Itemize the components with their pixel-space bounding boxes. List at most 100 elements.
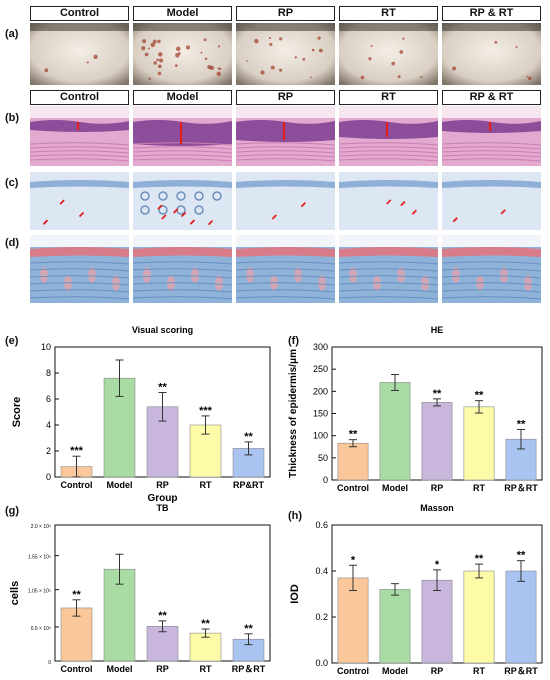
chart-title-h: Masson — [420, 503, 454, 513]
he-histology-rprt — [442, 106, 541, 166]
chart-visual-scoring: Visual scoring 0 2 4 6 8 10 *** Control Model ** RP… — [0, 325, 280, 505]
x-tick-label-e-2: RP — [156, 480, 169, 490]
tb-histology-rp — [236, 172, 335, 230]
tb-histology-rprt — [442, 172, 541, 230]
y-tick-label-g: 1.55 × 10⁵ — [28, 555, 51, 561]
panel-label-a: (a) — [5, 28, 19, 40]
y-tick-label-g: 2.0 × 10⁵ — [31, 524, 51, 530]
chart-title-f: HE — [431, 325, 444, 335]
significance-f-0: ** — [349, 429, 358, 441]
significance-f-4: ** — [517, 418, 526, 430]
x-tick-label-h-1: Model — [382, 666, 408, 676]
masson-histology-rt — [339, 235, 438, 303]
he-histology-control — [30, 106, 129, 166]
header-control-top: Control — [30, 6, 129, 21]
y-tick-label-f: 250 — [313, 364, 328, 374]
he-histology-rt — [339, 106, 438, 166]
he-histology-model — [133, 106, 232, 166]
x-tick-label-h-4: RP＆RT — [504, 666, 538, 676]
significance-g-4: ** — [244, 623, 253, 635]
y-tick-label-f: 50 — [318, 453, 328, 463]
bar-h-2 — [421, 579, 453, 664]
significance-h-4: ** — [517, 550, 526, 562]
x-tick-label-f-1: Model — [382, 483, 408, 493]
x-tick-label-g-2: RP — [156, 664, 169, 674]
chart-title-e: Visual scoring — [132, 325, 193, 335]
significance-e-0: *** — [70, 445, 84, 457]
significance-e-2: ** — [158, 382, 167, 394]
y-tick-label-g: 1.05 × 10⁵ — [28, 589, 51, 595]
panel-label-b: (b) — [5, 112, 20, 124]
significance-h-3: ** — [475, 553, 484, 565]
masson-histology-model — [133, 235, 232, 303]
header-control-mid: Control — [30, 90, 129, 105]
x-tick-label-e-1: Model — [107, 480, 133, 490]
y-tick-label-h: 0.2 — [315, 612, 328, 622]
x-tick-label-h-0: Control — [337, 666, 369, 676]
x-tick-label-f-3: RT — [473, 483, 485, 493]
header-rprt-top: RP & RT — [442, 6, 541, 21]
bar-f-3 — [463, 406, 495, 481]
x-tick-label-g-0: Control — [61, 664, 93, 674]
x-axis-label-e: Group — [148, 493, 178, 504]
y-axis-label-f: Thickness of epidermis/μm — [288, 349, 299, 478]
bar-g-3 — [189, 632, 222, 662]
header-model-mid: Model — [133, 90, 232, 105]
x-tick-label-f-2: RP — [431, 483, 444, 493]
y-tick-label-f: 0 — [323, 475, 328, 485]
y-tick-label-e: 0 — [46, 472, 51, 482]
x-tick-label-f-0: Control — [337, 483, 369, 493]
x-tick-label-e-4: RP&RT — [233, 480, 265, 490]
x-tick-label-g-1: Model — [107, 664, 133, 674]
panel-label-d: (d) — [5, 237, 20, 249]
he-histology-rp — [236, 106, 335, 166]
y-axis-label-h: IOD — [289, 584, 301, 604]
significance-e-4: ** — [244, 431, 253, 443]
header-rt-top: RT — [339, 6, 438, 21]
chart-title-g: TB — [157, 503, 169, 513]
y-tick-label-g: 0.5 × 10⁵ — [31, 626, 51, 632]
y-tick-label-h: 0.4 — [315, 566, 328, 576]
y-tick-label-f: 300 — [313, 342, 328, 352]
y-tick-label-e: 4 — [46, 420, 51, 430]
x-tick-label-g-3: RT — [200, 664, 212, 674]
header-rprt-mid: RP & RT — [442, 90, 541, 105]
panel-label-h: (h) — [288, 510, 303, 522]
skin-photo-rt — [339, 23, 438, 85]
bar-f-0 — [337, 442, 369, 481]
significance-h-0: * — [351, 554, 356, 566]
x-tick-label-h-2: RP — [431, 666, 444, 676]
tb-histology-control — [30, 172, 129, 230]
y-axis-label-e: Score — [11, 397, 23, 428]
x-tick-label-e-3: RT — [200, 480, 212, 490]
header-rp-top: RP — [236, 6, 335, 21]
significance-f-3: ** — [475, 390, 484, 402]
masson-histology-rprt — [442, 235, 541, 303]
y-tick-label-e: 10 — [41, 342, 51, 352]
y-tick-label-e: 2 — [46, 446, 51, 456]
bar-f-2 — [421, 402, 453, 481]
tb-histology-model — [133, 172, 232, 230]
y-tick-label-h: 0.6 — [315, 520, 328, 530]
y-tick-label-e: 8 — [46, 368, 51, 378]
panel-label-f: (f) — [288, 335, 299, 347]
chart-masson-iod: Masson 0.0 0.2 0.4 0.6 * Control Model * RP ** RT **… — [280, 503, 550, 680]
panel-label-g: (g) — [5, 505, 20, 517]
y-tick-label-f: 100 — [313, 431, 328, 441]
tb-histology-rt — [339, 172, 438, 230]
significance-f-2: ** — [433, 388, 442, 400]
chart-he-thickness: HE 0 50 100 150 200 250 300 ** Control Model ** RP **… — [280, 325, 550, 505]
significance-g-2: ** — [158, 610, 167, 622]
significance-g-3: ** — [201, 618, 210, 630]
significance-e-3: *** — [199, 405, 213, 417]
header-rp-mid: RP — [236, 90, 335, 105]
skin-photo-rprt — [442, 23, 541, 85]
significance-g-0: ** — [72, 589, 81, 601]
x-tick-label-h-3: RT — [473, 666, 485, 676]
header-model-top: Model — [133, 6, 232, 21]
masson-histology-rp — [236, 235, 335, 303]
chart-tb-cells: TB 0 0.5 × 10⁵ 1.05 × 10⁵ 1.55 × 10⁵ 2.0 × 10… — [0, 503, 280, 680]
significance-h-2: * — [435, 559, 440, 571]
x-tick-label-f-4: RP＆RT — [504, 483, 538, 493]
y-tick-label-f: 150 — [313, 409, 328, 419]
